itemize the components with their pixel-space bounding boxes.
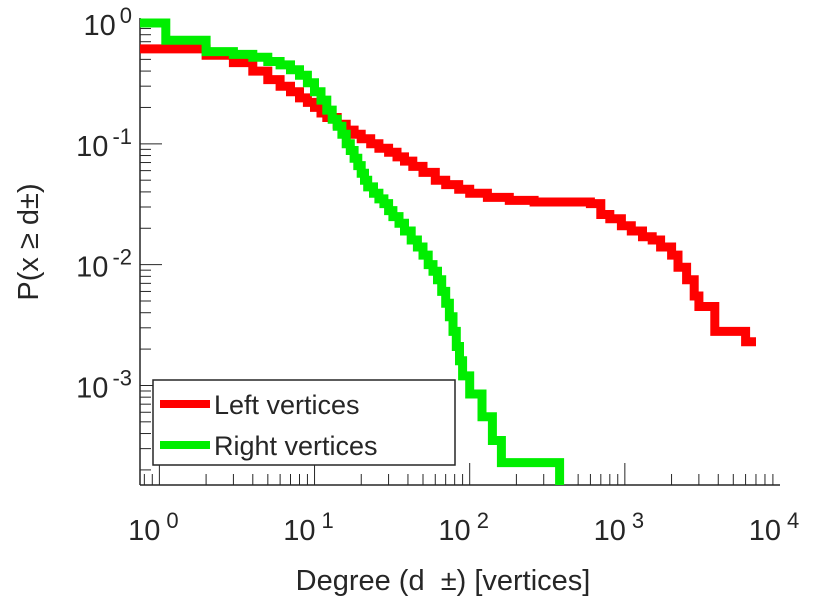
- legend: Left vertices Right vertices: [152, 379, 456, 466]
- x-tick-label: 10 3: [594, 508, 645, 547]
- x-tick-label: 10 4: [749, 508, 800, 547]
- y-tick-label: 10 0: [83, 3, 132, 42]
- y-axis-label: P(x ≥ d±): [13, 183, 45, 300]
- axes-frame: [139, 18, 780, 486]
- legend-label-left: Left vertices: [214, 390, 360, 420]
- y-tick-label: 10 -1: [76, 124, 132, 163]
- x-tick-label: 10 1: [283, 508, 334, 547]
- x-axis-label: Degree (d ±) [vertices]: [296, 565, 591, 597]
- y-tick-label: 10 -2: [76, 245, 132, 284]
- tick-labels: 10 0 10 1 10 2 10 3 10 4 10 0 10 -1 10 -2 10 -3: [76, 3, 799, 547]
- minor-ticks: [140, 22, 774, 485]
- legend-label-right: Right vertices: [214, 431, 378, 461]
- series-layer: [140, 18, 756, 485]
- x-tick-label: 10 2: [438, 508, 489, 547]
- y-tick-label: 10 -3: [76, 365, 132, 404]
- legend-box: [152, 379, 456, 466]
- x-tick-label: 10 0: [128, 508, 179, 547]
- series-line-right: [140, 18, 565, 485]
- series-line-left: [140, 44, 756, 347]
